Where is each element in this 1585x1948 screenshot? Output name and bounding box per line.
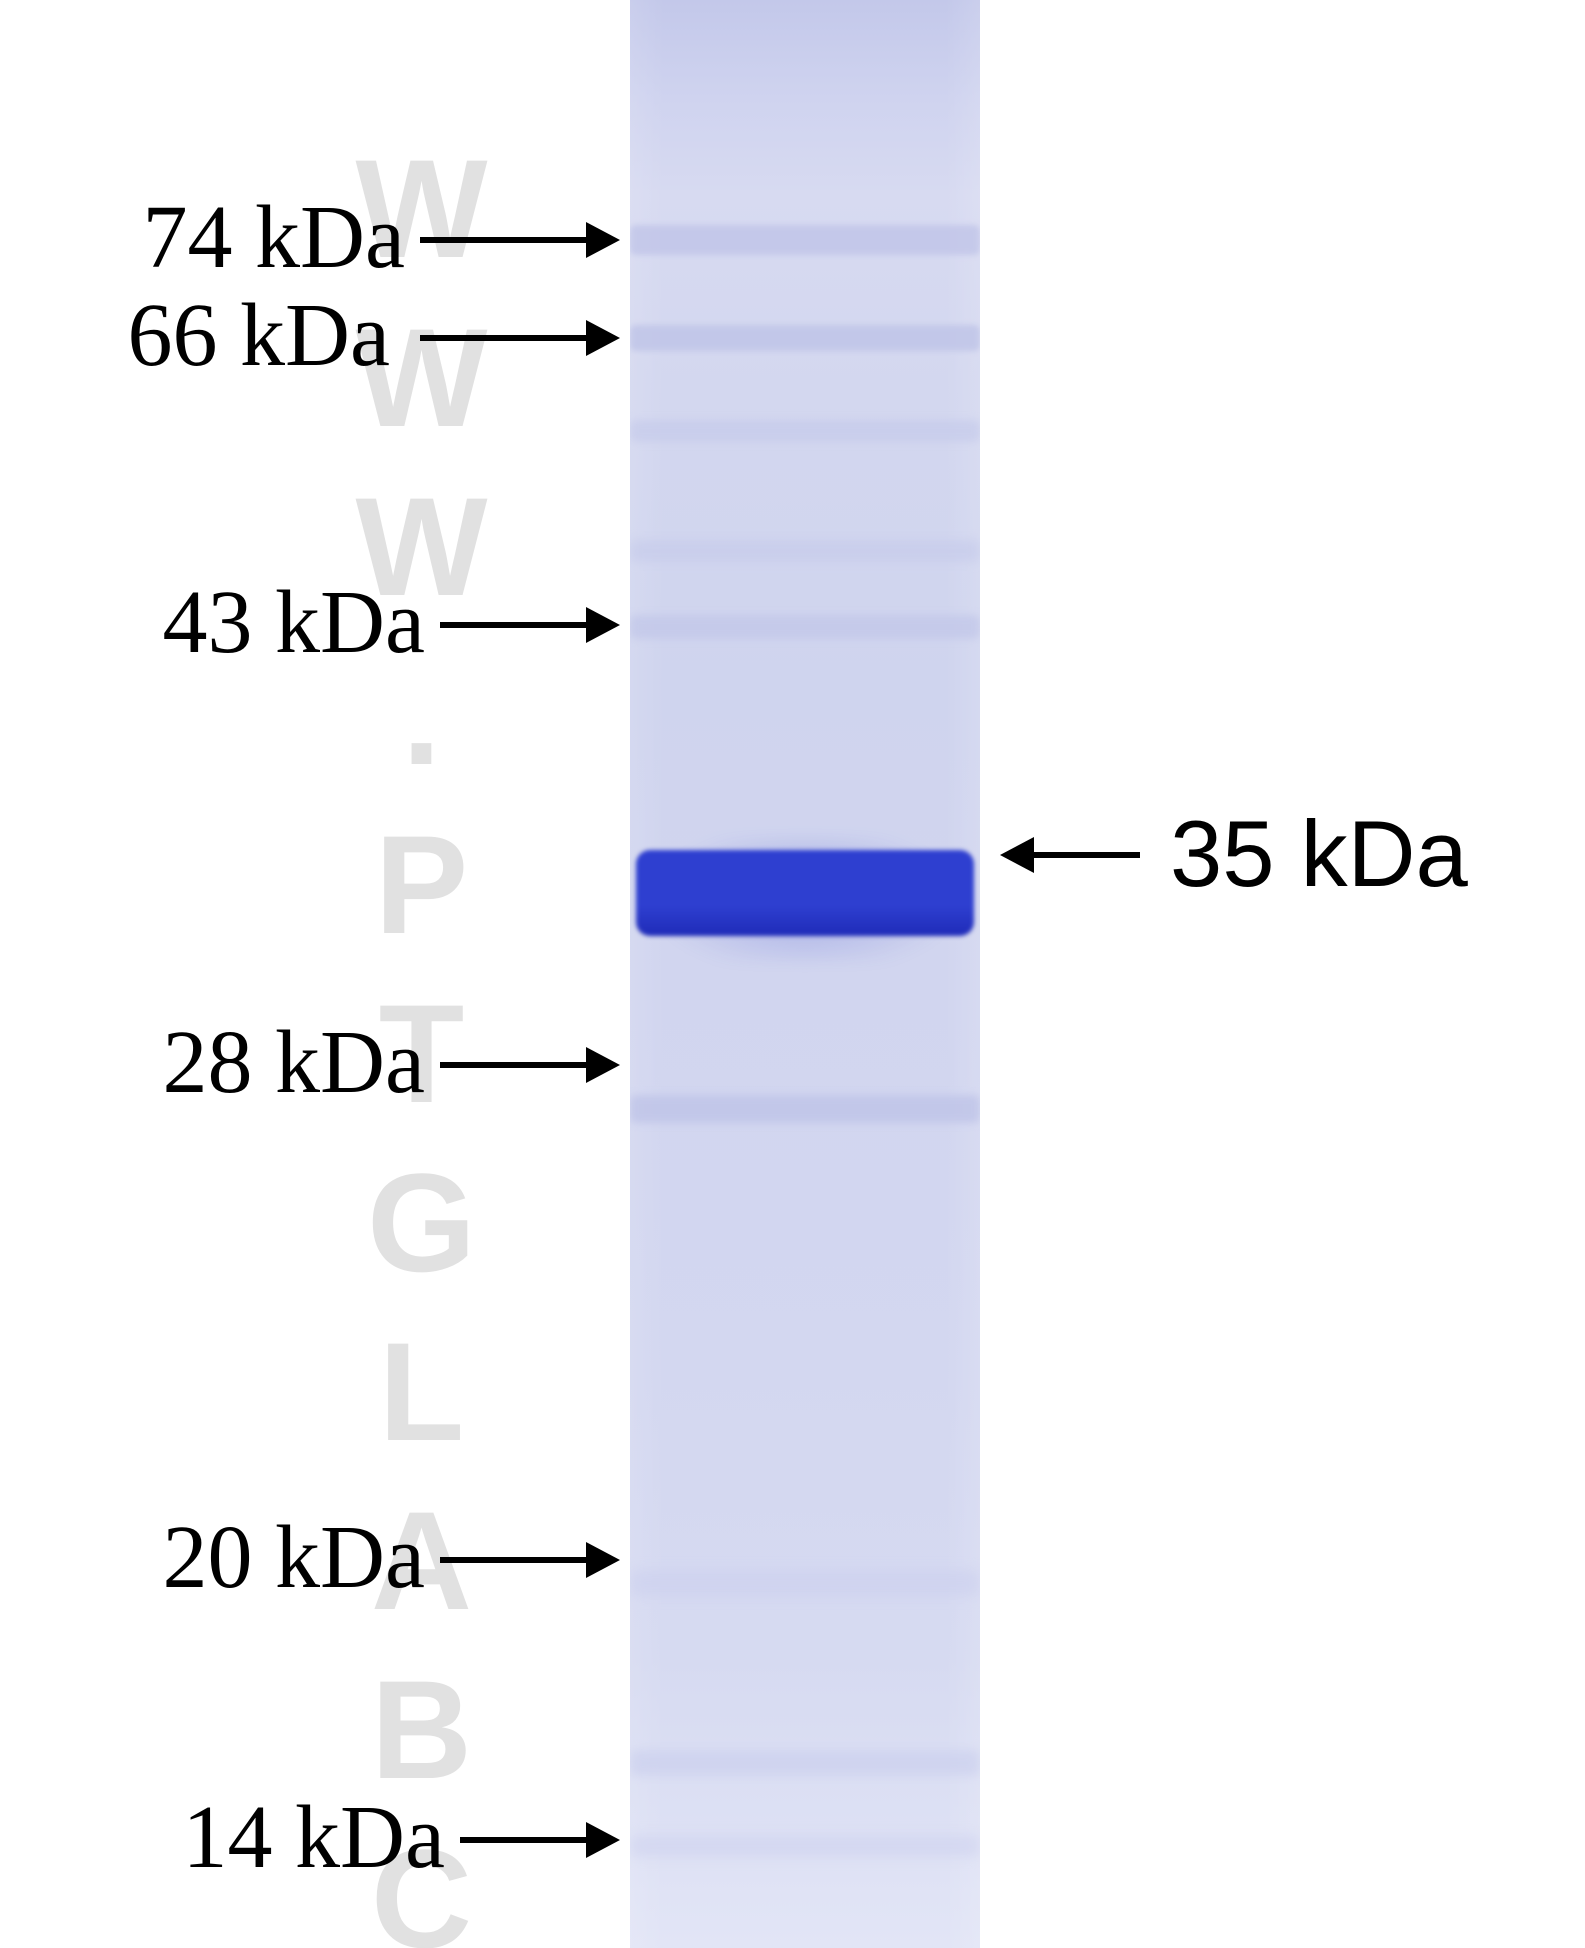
- marker-left-2: 43 kDa: [125, 571, 425, 674]
- gel-figure: WWW.PTGLABCOM 74 kDa66 kDa43 kDa28 kDa20…: [0, 0, 1585, 1948]
- marker-left-3: 28 kDa: [125, 1011, 425, 1114]
- marker-left-1: 66 kDa: [90, 284, 390, 387]
- marker-left-0: 74 kDa: [105, 186, 405, 289]
- marker-left-5: 14 kDa: [145, 1786, 445, 1889]
- marker-left-4: 20 kDa: [125, 1506, 425, 1609]
- marker-right-0: 35 kDa: [1170, 800, 1468, 908]
